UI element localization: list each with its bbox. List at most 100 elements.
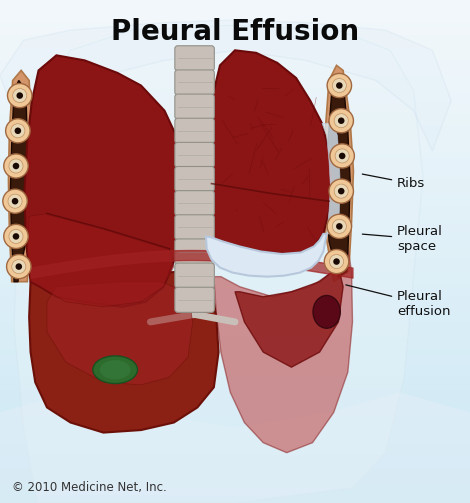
Bar [0, 387, 470, 390]
Bar [0, 334, 470, 337]
Bar [0, 340, 470, 342]
FancyBboxPatch shape [175, 70, 214, 95]
Bar [0, 450, 470, 453]
Bar [0, 48, 470, 50]
Bar [0, 317, 470, 319]
Bar [0, 478, 470, 480]
Bar [0, 70, 470, 73]
Bar [0, 181, 470, 184]
Bar [0, 141, 470, 143]
Bar [0, 8, 470, 10]
Bar [0, 475, 470, 478]
Bar [0, 397, 470, 400]
Bar [0, 241, 470, 244]
Bar [0, 221, 470, 224]
Ellipse shape [16, 264, 22, 270]
Bar [0, 352, 470, 355]
Bar [0, 174, 470, 176]
Bar [0, 382, 470, 385]
Ellipse shape [329, 109, 353, 133]
Bar [0, 319, 470, 322]
Bar [0, 3, 470, 5]
Bar [0, 395, 470, 397]
Ellipse shape [327, 73, 352, 98]
Bar [0, 357, 470, 360]
Polygon shape [0, 20, 451, 151]
Polygon shape [24, 55, 186, 307]
Bar [0, 417, 470, 420]
Bar [0, 229, 470, 231]
Ellipse shape [11, 124, 25, 138]
Bar [0, 116, 470, 118]
Ellipse shape [12, 198, 18, 204]
Bar [0, 345, 470, 347]
Text: Pleural
effusion: Pleural effusion [346, 285, 451, 318]
Bar [0, 385, 470, 387]
Bar [0, 470, 470, 473]
Bar [0, 249, 470, 252]
Polygon shape [214, 241, 352, 453]
Bar [0, 108, 470, 111]
Bar [0, 264, 470, 267]
Bar [0, 460, 470, 463]
Bar [0, 390, 470, 392]
Ellipse shape [8, 83, 32, 108]
Bar [0, 189, 470, 191]
Polygon shape [8, 70, 34, 282]
Bar [0, 75, 470, 78]
Bar [0, 282, 470, 284]
Bar [0, 297, 470, 299]
Bar [0, 483, 470, 485]
Bar [0, 257, 470, 259]
Bar [0, 133, 470, 136]
Polygon shape [327, 75, 350, 277]
Ellipse shape [12, 260, 26, 274]
Bar [0, 428, 470, 430]
Bar [0, 490, 470, 493]
Bar [0, 269, 470, 272]
Bar [0, 480, 470, 483]
Text: © 2010 Medicine Net, Inc.: © 2010 Medicine Net, Inc. [12, 481, 166, 494]
Bar [0, 246, 470, 249]
Text: Ribs: Ribs [362, 174, 425, 190]
Bar [0, 73, 470, 75]
Bar [0, 485, 470, 488]
Bar [0, 128, 470, 131]
Bar [0, 113, 470, 116]
Bar [0, 292, 470, 294]
Bar [0, 146, 470, 148]
Bar [0, 380, 470, 382]
Bar [0, 91, 470, 93]
Bar [0, 103, 470, 106]
Bar [0, 50, 470, 53]
Bar [0, 111, 470, 113]
Ellipse shape [338, 188, 345, 195]
Bar [0, 38, 470, 40]
Bar [0, 289, 470, 292]
Bar [0, 423, 470, 425]
Bar [0, 342, 470, 345]
Bar [0, 5, 470, 8]
Ellipse shape [15, 128, 21, 134]
Bar [0, 277, 470, 279]
Ellipse shape [6, 119, 30, 143]
Bar [0, 25, 470, 28]
Bar [0, 236, 470, 239]
Bar [0, 287, 470, 289]
Ellipse shape [329, 255, 344, 269]
Bar [0, 35, 470, 38]
Bar [0, 443, 470, 445]
Bar [0, 458, 470, 460]
Ellipse shape [13, 89, 27, 103]
Polygon shape [323, 65, 353, 282]
Bar [0, 445, 470, 448]
Bar [0, 88, 470, 91]
Bar [0, 226, 470, 229]
Bar [0, 184, 470, 186]
Ellipse shape [313, 296, 340, 328]
Bar [0, 284, 470, 287]
Polygon shape [10, 80, 28, 282]
Ellipse shape [4, 224, 28, 248]
Bar [0, 493, 470, 495]
Bar [0, 28, 470, 30]
